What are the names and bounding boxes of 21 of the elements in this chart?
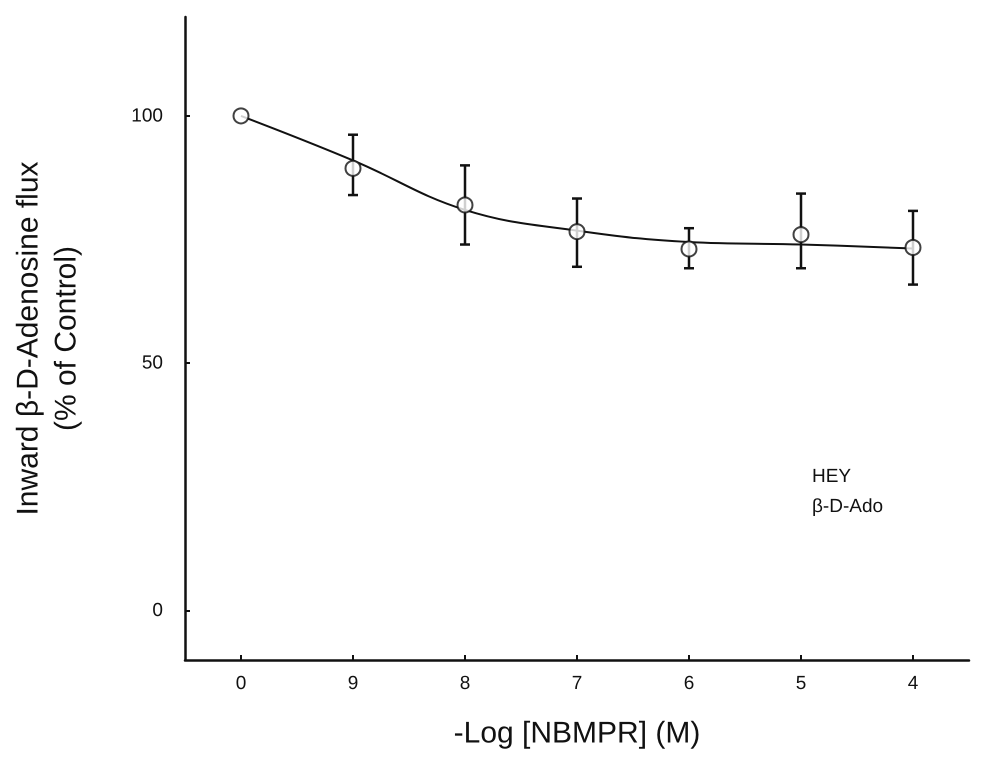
y-tick-label: 50 — [142, 352, 163, 374]
y-tick-label: 0 — [152, 600, 163, 622]
x-tick-label: 5 — [796, 673, 806, 694]
y-axis-title: Inward β-D-Adenosine flux (% of Control) — [12, 161, 82, 516]
point — [568, 223, 586, 240]
y-tick-label: 100 — [131, 105, 163, 126]
x-tick-label: 0 — [236, 673, 246, 694]
x-tick-label: 6 — [684, 673, 694, 694]
x-tick-label: 4 — [908, 673, 919, 694]
annotation: β-D-Ado — [812, 496, 884, 517]
x-axis-title: -Log [NBMPR] (M) — [454, 716, 700, 750]
x-tick-label: 8 — [460, 673, 470, 694]
x-tick-label: 9 — [348, 673, 358, 694]
point — [680, 240, 698, 258]
point — [792, 226, 810, 244]
point — [232, 107, 250, 124]
point — [456, 196, 474, 214]
point — [904, 238, 922, 256]
x-tick-label: 7 — [572, 673, 582, 694]
annotation: HEY — [812, 466, 852, 487]
point — [344, 160, 362, 177]
